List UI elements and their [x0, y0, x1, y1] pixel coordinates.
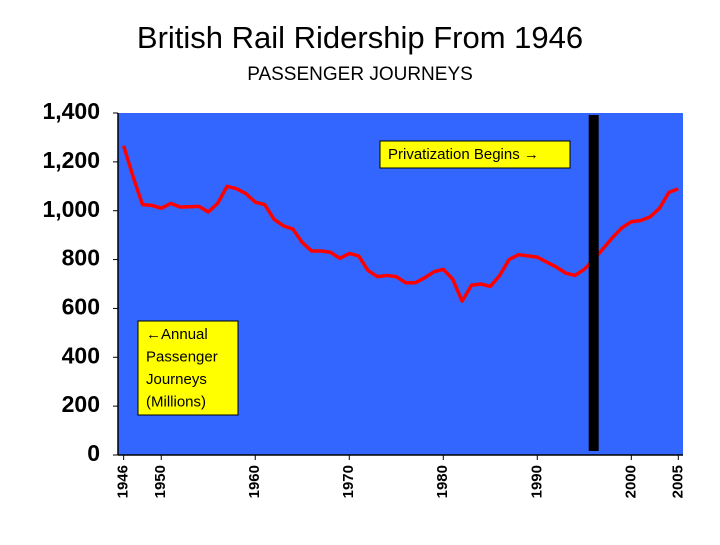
data-line — [121, 145, 679, 303]
x-tick-label: 2005 — [669, 465, 686, 498]
annotation: Passenger — [146, 348, 218, 365]
x-tick-label: 1980 — [434, 465, 451, 498]
x-tick-label: 2000 — [622, 465, 639, 498]
privatization-line — [588, 115, 599, 451]
y-tick-label: 1,200 — [42, 147, 100, 173]
annotation-box — [137, 320, 239, 416]
y-tick-label: 0 — [87, 440, 100, 466]
annotation: (Millions) — [146, 393, 206, 410]
annotation: Journeys — [146, 371, 207, 388]
y-tick-label: 200 — [62, 391, 100, 417]
annotation-box — [379, 140, 571, 169]
x-tick-label: 1950 — [152, 465, 169, 498]
y-tick-label: 600 — [62, 294, 100, 320]
chart-subtitle: PASSENGER JOURNEYS — [247, 64, 473, 85]
y-tick-label: 1,000 — [42, 196, 100, 222]
y-tick-label: 400 — [62, 342, 100, 368]
x-tick-label: 1960 — [246, 465, 263, 498]
x-tick-label: 1946 — [115, 465, 132, 498]
y-tick-label: 800 — [62, 245, 100, 271]
y-tick-label: 1,400 — [42, 98, 100, 124]
annotation: ←Annual — [146, 326, 208, 343]
x-tick-label: 1990 — [528, 465, 545, 498]
annotation: Privatization Begins → — [388, 146, 539, 163]
chart-title: British Rail Ridership From 1946 — [137, 20, 583, 55]
x-tick-label: 1970 — [340, 465, 357, 498]
